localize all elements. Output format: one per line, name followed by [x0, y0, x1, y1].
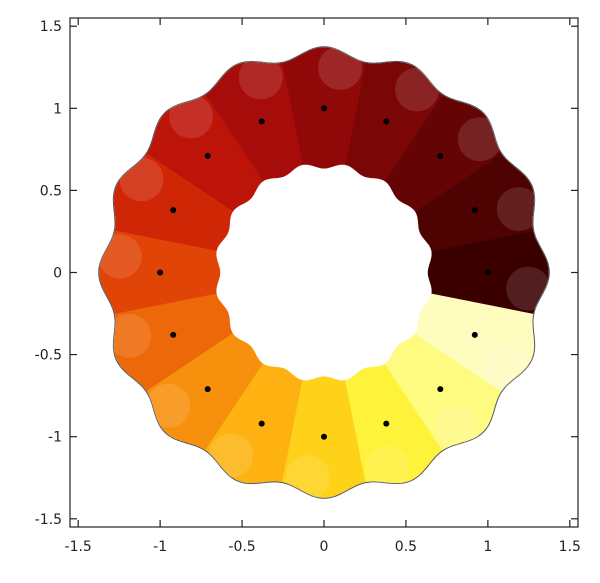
sector-15 [414, 293, 535, 392]
point-0 [484, 269, 491, 276]
point-15 [471, 331, 478, 338]
point-12 [321, 433, 327, 440]
point-6 [204, 152, 211, 159]
sector-highlight-1 [496, 187, 541, 232]
point-10 [204, 386, 211, 393]
sector-highlights [97, 45, 551, 500]
outer-boundary [98, 46, 550, 499]
sector-highlight-5 [238, 55, 283, 100]
sector-highlight-10 [146, 383, 191, 428]
point-3 [383, 118, 390, 125]
sector-highlight-2 [457, 117, 502, 162]
point-11 [258, 420, 265, 427]
x-tick-label-2: -0.5 [228, 539, 255, 555]
sector-highlight-12 [285, 455, 330, 500]
sector-highlight-3 [395, 67, 439, 112]
sector-highlight-9 [107, 313, 152, 358]
x-tick-label-6: 1.5 [559, 539, 581, 555]
sector-highlight-14 [435, 406, 479, 451]
point-2 [437, 152, 444, 159]
x-tick-label-0: -1.5 [65, 539, 92, 555]
point-4 [321, 105, 327, 112]
sector-highlight-0 [506, 266, 551, 311]
sector-highlight-8 [97, 234, 142, 279]
sector-highlight-4 [318, 45, 363, 90]
point-1 [471, 207, 478, 214]
x-tick-label-5: 1 [483, 539, 492, 555]
point-7 [170, 207, 177, 214]
point-14 [437, 386, 444, 393]
y-tick-label-1: 1 [53, 101, 62, 117]
sector-highlight-6 [169, 94, 213, 139]
point-9 [170, 331, 177, 338]
y-axis-ticks: 1.5 1 0.5 0 -0.5 -1 -1.5 [35, 19, 578, 528]
y-tick-label-6: -1.5 [35, 512, 62, 528]
y-tick-label-0: 1.5 [40, 19, 62, 35]
sector-highlight-13 [365, 445, 410, 490]
x-tick-label-4: 0.5 [395, 539, 417, 555]
sector-highlight-7 [119, 157, 164, 202]
sector-highlight-11 [209, 433, 253, 478]
point-8 [157, 269, 164, 276]
x-tick-label-3: 0 [320, 539, 329, 555]
data-points [157, 105, 491, 440]
point-5 [258, 118, 265, 125]
y-tick-label-4: -0.5 [35, 348, 62, 364]
x-tick-label-1: -1 [153, 539, 167, 555]
sector-fills [98, 46, 550, 499]
y-tick-label-5: -1 [48, 430, 62, 446]
y-tick-label-2: 0.5 [40, 183, 62, 199]
point-13 [383, 420, 390, 427]
y-tick-label-3: 0 [53, 266, 62, 282]
sector-highlight-15 [484, 343, 529, 388]
x-axis-ticks: -1.5 -1 -0.5 0 0.5 1 1.5 [65, 18, 581, 555]
